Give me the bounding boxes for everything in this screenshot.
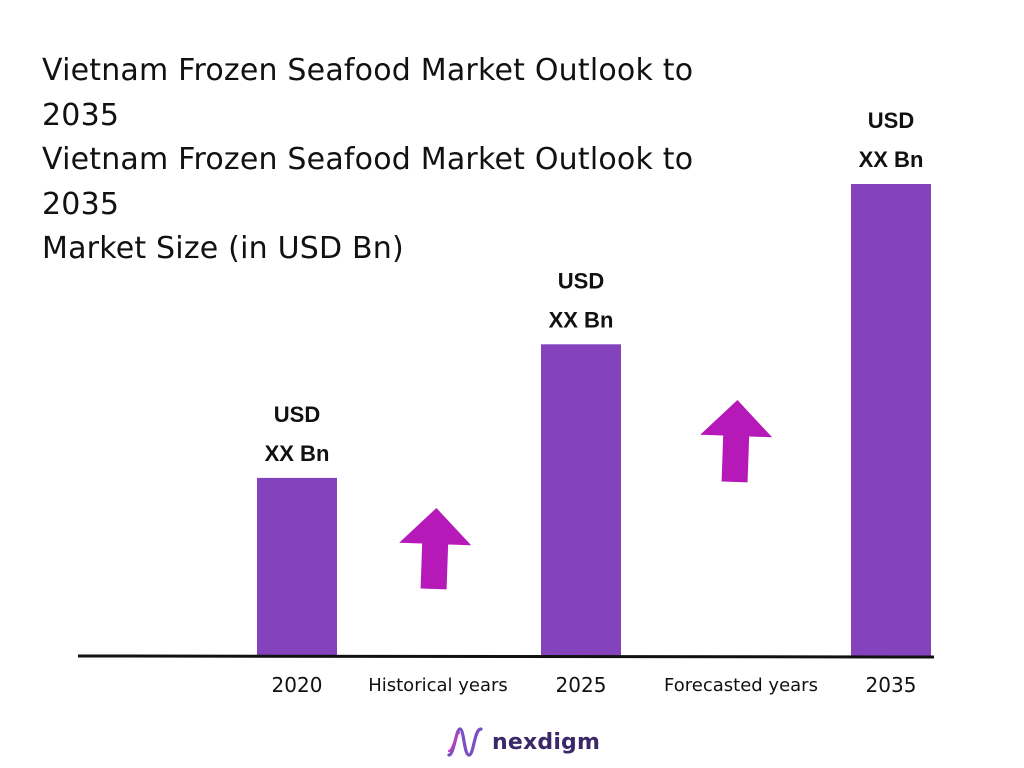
brand-logo: nexdigm [446,724,600,760]
data-label-2035-line-1: USD [868,108,914,133]
data-label-2025-line-2: XX Bn [549,307,614,332]
chart-subtitle: Market Size (in USD Bn) [42,231,404,266]
period-label-1: Historical years [368,675,508,696]
x-axis-line [77,654,935,659]
growth-arrow-forecast-icon [700,400,773,483]
data-label-2035-line-2: XX Bn [859,147,924,172]
growth-arrows [399,400,773,590]
data-label-2025-line-1: USD [558,268,604,293]
title-line-3: Vietnam Frozen Seafood Market Outlook to [42,142,694,177]
bars-layer [257,184,931,656]
nexdigm-wave-logo-icon [447,727,483,757]
x-tick-label-2035: 2035 [866,673,917,697]
data-label-2020-line-1: USD [274,402,320,427]
x-tick-label-2025: 2025 [556,673,607,697]
chart-title: Vietnam Frozen Seafood Market Outlook to… [42,49,802,272]
growth-arrow-historical-icon [399,508,472,590]
x-tick-label-2020: 2020 [272,673,323,697]
title-line-1: Vietnam Frozen Seafood Market Outlook to [42,53,694,88]
labels-layer: USD XX Bn 2020 USD XX Bn 2025 USD XX Bn 2035 Hist… [265,108,924,697]
title-line-2: 2035 [42,97,120,133]
bar-2025 [541,344,621,656]
bar-2035 [851,184,931,656]
bar-2020 [257,477,337,656]
data-label-2020-line-2: XX Bn [265,441,330,466]
period-label-2: Forecasted years [664,675,818,696]
title-line-4: 2035 [42,186,120,222]
brand-name: nexdigm [492,729,601,755]
